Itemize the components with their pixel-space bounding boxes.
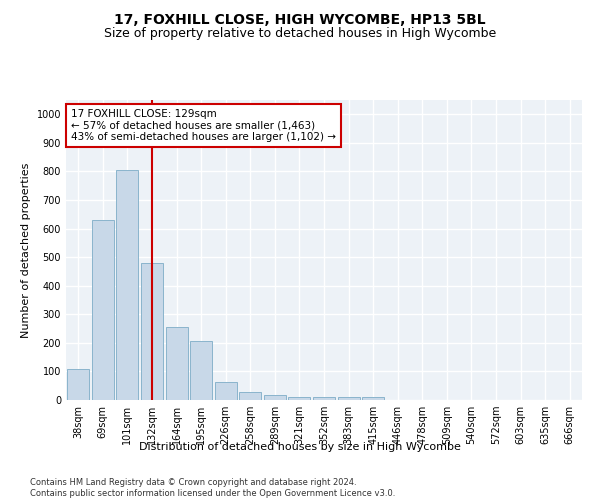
- Text: 17 FOXHILL CLOSE: 129sqm
← 57% of detached houses are smaller (1,463)
43% of sem: 17 FOXHILL CLOSE: 129sqm ← 57% of detach…: [71, 109, 336, 142]
- Bar: [190, 342, 212, 400]
- Text: Distribution of detached houses by size in High Wycombe: Distribution of detached houses by size …: [139, 442, 461, 452]
- Bar: [141, 263, 163, 400]
- Bar: [116, 170, 139, 400]
- Bar: [215, 382, 237, 400]
- Bar: [289, 397, 310, 400]
- Bar: [67, 368, 89, 400]
- Bar: [239, 392, 262, 400]
- Bar: [92, 220, 114, 400]
- Bar: [338, 397, 359, 400]
- Bar: [313, 397, 335, 400]
- Bar: [166, 327, 188, 400]
- Bar: [264, 395, 286, 400]
- Text: Contains HM Land Registry data © Crown copyright and database right 2024.
Contai: Contains HM Land Registry data © Crown c…: [30, 478, 395, 498]
- Text: Size of property relative to detached houses in High Wycombe: Size of property relative to detached ho…: [104, 28, 496, 40]
- Text: 17, FOXHILL CLOSE, HIGH WYCOMBE, HP13 5BL: 17, FOXHILL CLOSE, HIGH WYCOMBE, HP13 5B…: [114, 12, 486, 26]
- Bar: [362, 397, 384, 400]
- Y-axis label: Number of detached properties: Number of detached properties: [21, 162, 31, 338]
